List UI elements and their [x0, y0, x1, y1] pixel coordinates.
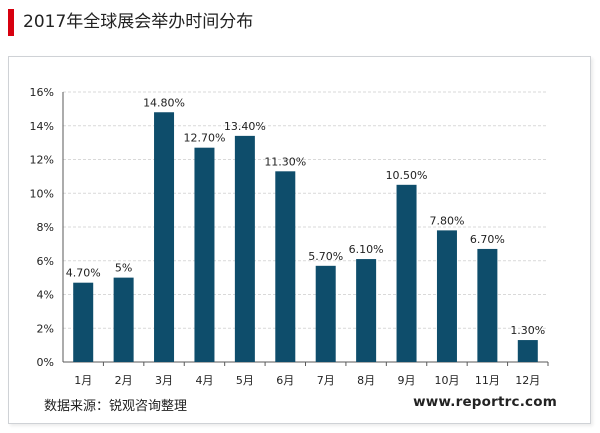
chart-frame — [8, 56, 591, 424]
bar — [477, 248, 498, 362]
y-tick-label: 16% — [30, 86, 54, 99]
x-tick-label: 7月 — [317, 374, 335, 387]
bar-data-label: 6.70% — [470, 233, 505, 246]
x-tick-label: 8月 — [357, 374, 375, 387]
x-tick-label: 6月 — [276, 374, 294, 387]
x-tick-label: 9月 — [398, 374, 416, 387]
page-title: 2017年全球展会举办时间分布 — [23, 12, 254, 32]
y-tick-label: 2% — [37, 322, 54, 335]
bar — [315, 265, 336, 362]
x-tick-label: 12月 — [515, 374, 540, 387]
y-tick-label: 10% — [30, 187, 54, 200]
bar — [436, 230, 457, 362]
x-tick-label: 2月 — [115, 374, 133, 387]
y-tick-label: 14% — [30, 120, 54, 133]
bar — [113, 277, 134, 362]
data-source-note: 数据来源：锐观咨询整理 — [44, 399, 188, 414]
bar-data-label: 11.30% — [264, 155, 306, 168]
bar-data-label: 10.50% — [386, 169, 428, 182]
y-tick-label: 8% — [37, 221, 54, 234]
website-url: www.reportrc.com — [413, 394, 557, 410]
bar — [154, 112, 175, 362]
bar-data-label: 1.30% — [510, 324, 545, 337]
bar — [396, 184, 417, 362]
x-tick-label: 4月 — [195, 374, 213, 387]
x-tick-label: 5月 — [236, 374, 254, 387]
bar-data-label: 5% — [115, 262, 132, 275]
bar — [275, 171, 296, 362]
bar-data-label: 6.10% — [349, 243, 384, 256]
y-tick-label: 4% — [37, 289, 54, 302]
x-tick-label: 10月 — [434, 374, 459, 387]
bar-data-label: 13.40% — [224, 120, 266, 133]
y-tick-label: 12% — [30, 154, 54, 167]
bar — [234, 135, 255, 362]
bar — [356, 259, 377, 362]
bar-data-label: 4.70% — [66, 267, 101, 280]
x-tick-label: 3月 — [155, 374, 173, 387]
x-tick-label: 11月 — [475, 374, 500, 387]
bar-data-label: 7.80% — [429, 214, 464, 227]
bar — [73, 282, 94, 362]
bar — [194, 147, 215, 362]
bar — [517, 340, 538, 362]
y-tick-label: 0% — [37, 356, 54, 369]
bar-data-label: 5.70% — [308, 250, 343, 263]
y-tick-label: 6% — [37, 255, 54, 268]
bar-data-label: 12.70% — [183, 132, 225, 145]
x-tick-label: 1月 — [74, 374, 92, 387]
title-accent-bar — [8, 9, 14, 36]
bar-data-label: 14.80% — [143, 96, 185, 109]
